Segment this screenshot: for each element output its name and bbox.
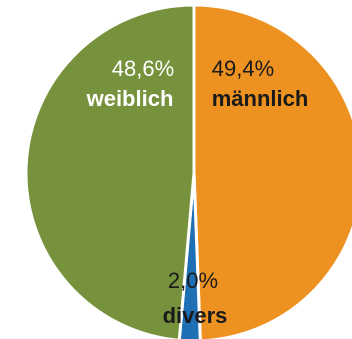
pie-slice-m-nnlich xyxy=(192,3,352,339)
data-label-category: weiblich xyxy=(86,86,174,111)
data-label-percent: 2,0% xyxy=(168,268,218,293)
data-label-category: männlich xyxy=(212,86,309,111)
pie-slice-divers xyxy=(177,172,202,339)
pie-slice-weiblich xyxy=(24,3,196,339)
data-label-percent: 49,4% xyxy=(212,56,274,81)
pie-labels: 49,4% männlich 2,0% divers 48,6% weiblich xyxy=(86,56,309,328)
data-label-percent: 48,6% xyxy=(112,56,174,81)
data-label-category: divers xyxy=(163,303,228,328)
pie-slices xyxy=(24,3,352,339)
